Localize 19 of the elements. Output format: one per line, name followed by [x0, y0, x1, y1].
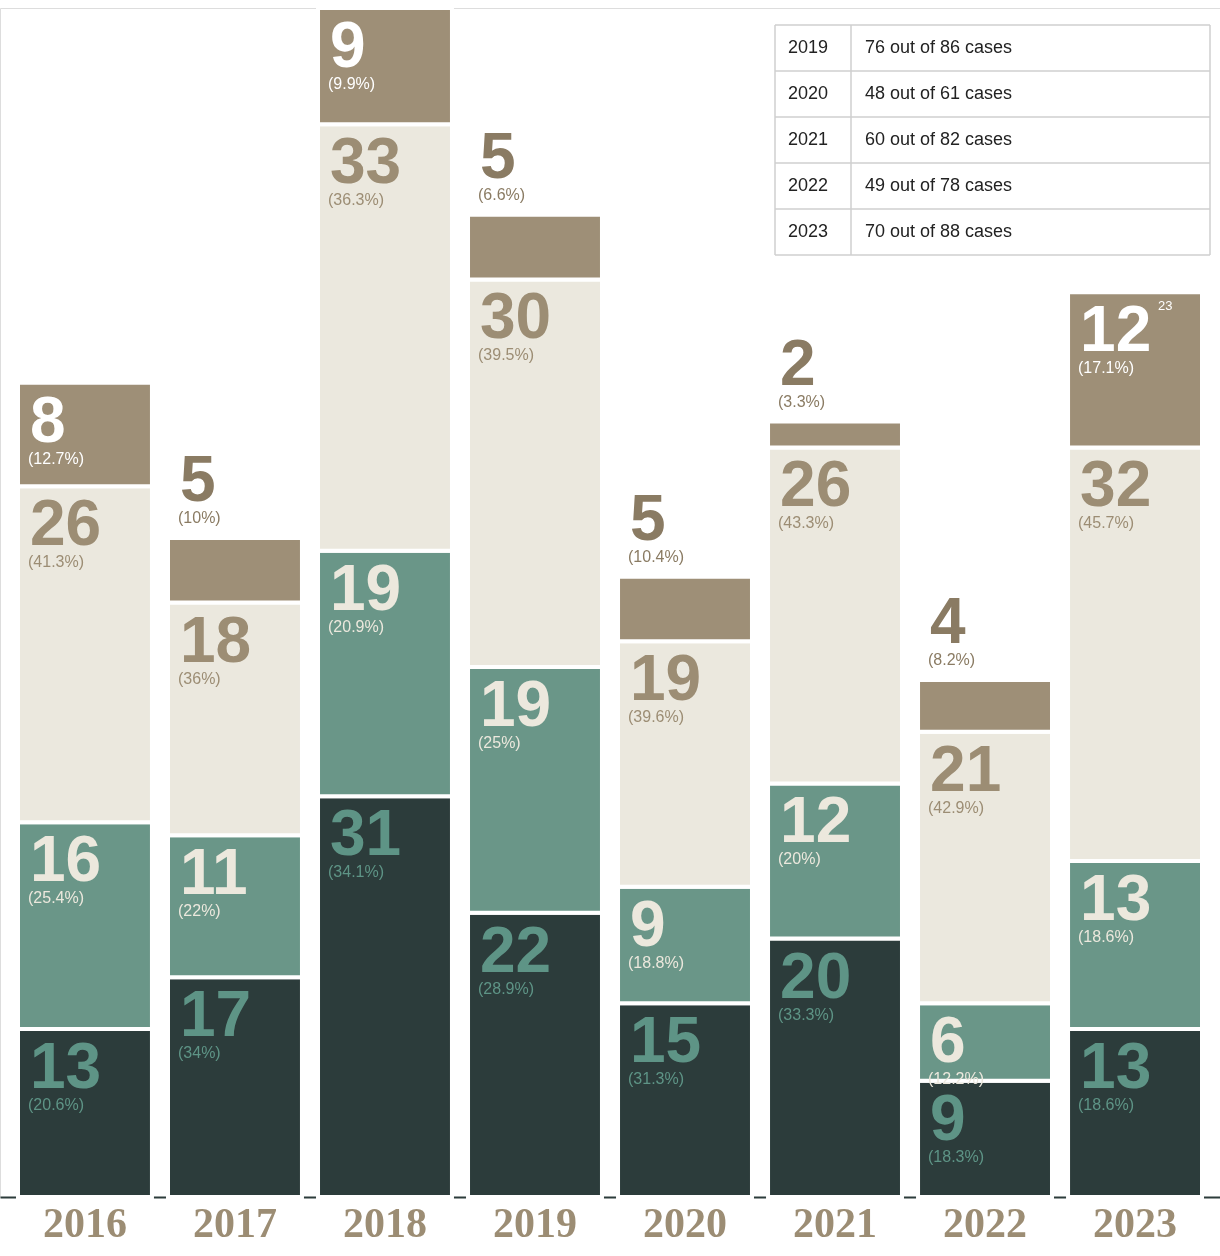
x-tick-label: 2017	[192, 1199, 277, 1246]
x-tick-label: 2021	[793, 1199, 878, 1246]
annotation: 70 out of 88 cases	[865, 221, 1013, 241]
x-tick-label: 2018	[342, 1199, 427, 1246]
x-tick-label: 2020	[643, 1199, 727, 1246]
annotation: 48 out of 61 cases	[865, 83, 1013, 103]
annotation: 2019	[788, 37, 829, 57]
x-tick-label: 2016	[42, 1199, 127, 1246]
annotation: 2022	[788, 175, 829, 195]
annotation: 49 out of 78 cases	[865, 175, 1013, 195]
x-tick-label: 2019	[493, 1199, 577, 1246]
annotation: 2020	[788, 83, 829, 103]
annotation: 2021	[788, 129, 829, 149]
annotation: 60 out of 82 cases	[865, 129, 1013, 149]
annotation: 23	[1158, 298, 1173, 314]
x-tick-label: 2023	[1093, 1199, 1178, 1246]
annotation: 76 out of 86 cases	[865, 37, 1013, 57]
x-tick-label: 2022	[943, 1199, 1028, 1246]
annotation: 2023	[788, 221, 829, 241]
